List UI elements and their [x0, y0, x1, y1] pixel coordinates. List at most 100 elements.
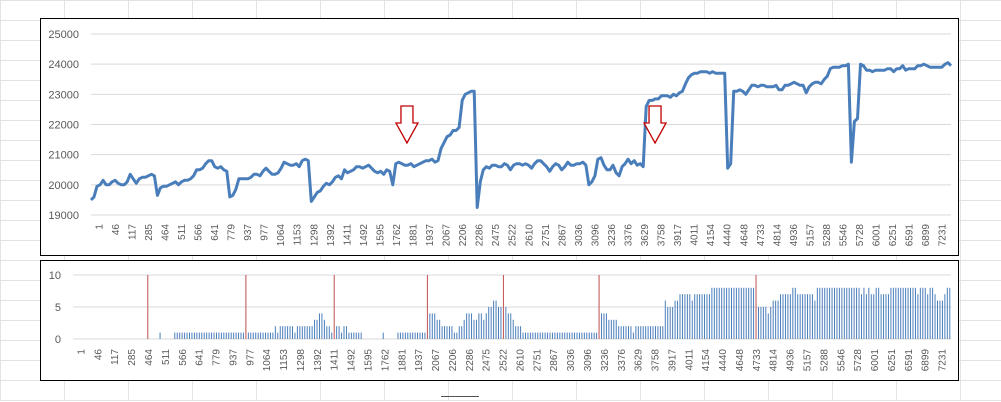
x-tick-label: 5728 — [855, 224, 866, 247]
x-tick-label: 5728 — [853, 349, 864, 372]
x-tick-label: 3096 — [590, 224, 601, 247]
x-tick-label: 2867 — [557, 224, 568, 247]
y-tick-label: 22000 — [48, 120, 79, 132]
x-tick-label: 6251 — [887, 349, 898, 372]
x-tick-label: 4814 — [772, 224, 783, 247]
x-tick-label: 7231 — [938, 224, 949, 247]
x-tick-label: 2286 — [465, 349, 476, 372]
x-tick-label: 6251 — [888, 224, 899, 247]
x-tick-label: 2206 — [448, 349, 459, 372]
x-tick-label: 4814 — [769, 349, 780, 372]
x-tick-label: 937 — [243, 224, 254, 241]
x-tick-label: 2067 — [442, 224, 453, 247]
y-tick-label: 21000 — [48, 150, 79, 162]
x-tick-label: 6899 — [921, 224, 932, 247]
x-tick-label: 1064 — [262, 349, 273, 372]
x-tick-label: 6001 — [870, 349, 881, 372]
x-tick-label: 4440 — [718, 349, 729, 372]
x-tick-label: 4733 — [756, 224, 767, 247]
x-tick-label: 1298 — [296, 349, 307, 372]
x-tick-label: 4011 — [684, 349, 695, 371]
x-tick-label: 5157 — [802, 349, 813, 372]
x-tick-label: 1153 — [293, 224, 304, 246]
x-tick-label: 117 — [127, 224, 138, 240]
x-tick-label: 1411 — [330, 349, 341, 371]
x-tick-label: 977 — [245, 349, 256, 366]
x-tick-label: 3236 — [607, 224, 618, 247]
x-tick-label: 2751 — [541, 224, 552, 247]
x-tick-label: 1937 — [414, 349, 425, 372]
x-tick-label: 1492 — [347, 349, 358, 372]
x-tick-label: 3236 — [600, 349, 611, 372]
x-tick-label: 2475 — [491, 224, 502, 247]
x-tick-label: 2610 — [524, 224, 535, 247]
x-tick-label: 566 — [194, 224, 205, 241]
x-tick-label: 1881 — [397, 349, 408, 372]
line-chart: 19000 20000 21000 22000 23000 24000 25000 1 46 11… — [48, 29, 953, 247]
x-tick-label: 6591 — [904, 349, 915, 372]
x-tick-label: 1153 — [279, 349, 290, 371]
x-tick-label: 2751 — [532, 349, 543, 372]
x-tick-label: 3629 — [640, 224, 651, 247]
x-tick-label: 566 — [178, 349, 189, 366]
x-tick-label: 6591 — [905, 224, 916, 247]
x-tick-label: 1762 — [392, 224, 403, 247]
x-tick-label: 4154 — [701, 349, 712, 372]
x-tick-label: 4440 — [723, 224, 734, 247]
series-line — [89, 61, 953, 209]
x-tick-label: 1064 — [276, 224, 287, 247]
x-tick-label: 5157 — [805, 224, 816, 247]
x-tick-label: 1762 — [380, 349, 391, 372]
x-tick-label: 3036 — [566, 349, 577, 372]
x-tick-label: 641 — [195, 349, 206, 366]
x-tick-label: 2475 — [482, 349, 493, 372]
x-tick-label: 1411 — [342, 224, 353, 246]
x-tick-label: 2867 — [549, 349, 560, 372]
x-tick-label: 2206 — [458, 224, 469, 247]
x-tick-label: 641 — [210, 224, 221, 241]
x-tick-label: 2522 — [499, 349, 510, 372]
x-tick-label: 117 — [110, 349, 121, 365]
x-tick-label: 1 — [94, 224, 105, 230]
y-tick-label: 0 — [55, 334, 61, 346]
x-tick-label: 2522 — [508, 224, 519, 247]
x-tick-label: 3917 — [667, 349, 678, 372]
x-tick-label: 1881 — [409, 224, 420, 247]
x-tick-label: 464 — [144, 349, 155, 366]
y-tick-label: 5 — [55, 302, 61, 314]
x-tick-label: 4648 — [739, 224, 750, 247]
x-tick-label: 3917 — [673, 224, 684, 247]
x-tick-label: 46 — [111, 224, 122, 236]
y-tick-label: 19000 — [48, 210, 79, 222]
x-tick-label: 3036 — [574, 224, 585, 247]
x-tick-label: 7231 — [938, 349, 949, 372]
x-tick-label: 4011 — [690, 224, 701, 246]
x-tick-label: 1595 — [363, 349, 374, 372]
x-tick-label: 1492 — [359, 224, 370, 247]
x-tick-label: 4936 — [789, 224, 800, 247]
x-tick-label: 1392 — [313, 349, 324, 372]
y-tick-label: 20000 — [48, 180, 79, 192]
x-tick-label: 2067 — [431, 349, 442, 372]
x-tick-label: 511 — [177, 224, 188, 240]
y-tick-label: 24000 — [48, 59, 79, 71]
y-tick-label: 25000 — [48, 29, 79, 41]
x-tick-label: 3758 — [657, 224, 668, 247]
x-tick-label: 285 — [127, 349, 138, 366]
x-tick-label: 3629 — [634, 349, 645, 372]
sheet-scrollbar-marker — [441, 396, 479, 402]
x-tick-label: 4733 — [752, 349, 763, 372]
x-tick-label: 4154 — [706, 224, 717, 247]
x-tick-label: 4648 — [735, 349, 746, 372]
x-tick-label: 5546 — [839, 224, 850, 247]
x-tick-label: 2286 — [475, 224, 486, 247]
line-chart-panel[interactable]: 19000 20000 21000 22000 23000 24000 25000 1 46 11… — [40, 18, 959, 256]
x-tick-label: 779 — [212, 349, 223, 366]
x-tick-label: 1298 — [309, 224, 320, 247]
y-tick-label: 23000 — [48, 89, 79, 101]
bar-chart-panel[interactable]: 0 5 10 1 46 117 285 464 511 566 641 779 937 977 1064 11… — [40, 260, 959, 381]
x-tick-label: 779 — [227, 224, 238, 241]
x-tick-label: 3758 — [651, 349, 662, 372]
down-arrow-icon — [642, 105, 668, 145]
x-tick-label: 285 — [144, 224, 155, 241]
